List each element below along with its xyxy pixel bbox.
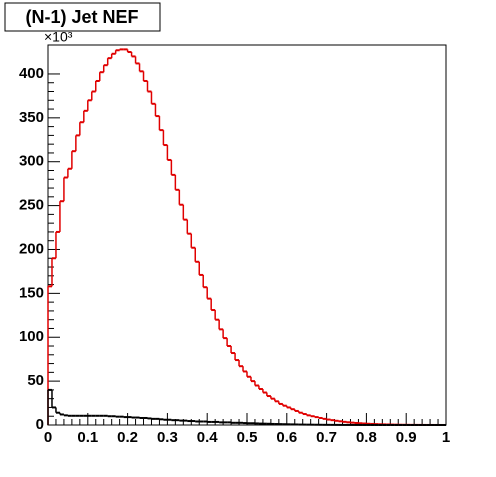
y-tick-label: 100	[19, 328, 44, 345]
chart-title: (N-1) Jet NEF	[25, 7, 138, 27]
x-tick-label: 0.6	[276, 429, 297, 446]
x-tick-label: 0.4	[197, 429, 219, 446]
x-tick-label: 0.2	[117, 429, 138, 446]
x-tick-label: 0.1	[77, 429, 98, 446]
x-tick-label: 0.5	[237, 429, 258, 446]
x-tick-label: 0.9	[396, 429, 417, 446]
x-tick-label: 0.3	[157, 429, 178, 446]
y-tick-label: 0	[36, 416, 44, 433]
x-tick-label: 0.8	[356, 429, 377, 446]
plot-frame	[47, 44, 447, 426]
x-tick-label: 0.7	[316, 429, 337, 446]
title-box	[4, 2, 161, 32]
y-exponent: ×10³	[44, 29, 73, 45]
y-tick-label: 150	[19, 284, 44, 301]
x-tick-label: 1	[442, 429, 450, 446]
y-tick-label: 400	[19, 65, 44, 82]
y-tick-label: 50	[27, 372, 44, 389]
y-tick-label: 250	[19, 197, 44, 214]
y-tick-label: 350	[19, 109, 44, 126]
x-tick-label: 0	[44, 429, 52, 446]
y-tick-label: 200	[19, 240, 44, 257]
y-tick-label: 300	[19, 153, 44, 170]
